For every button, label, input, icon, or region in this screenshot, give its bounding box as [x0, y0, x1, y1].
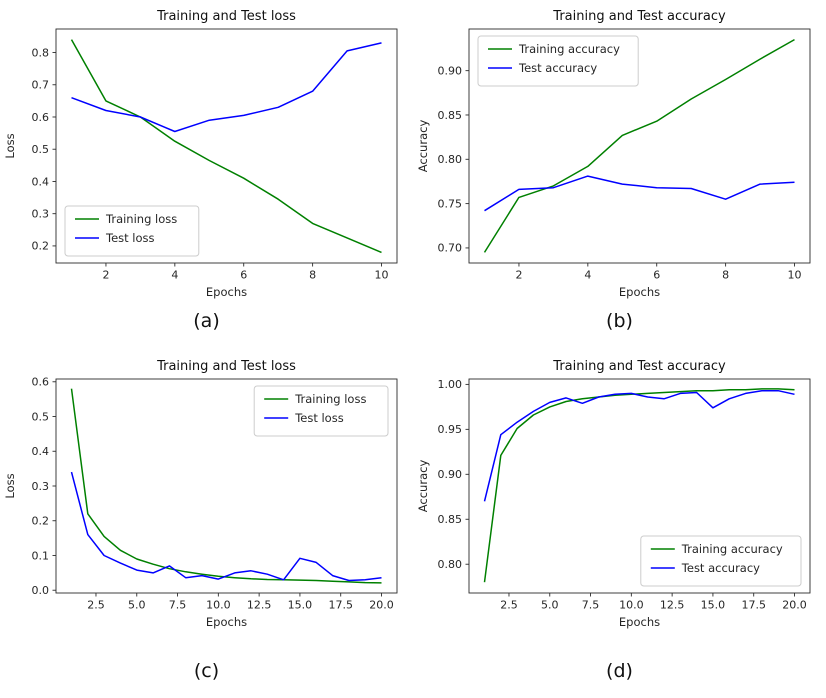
series-line-test — [484, 175, 795, 212]
x-tick-label: 2.5 — [500, 599, 518, 612]
chart-canvas-accuracy-20-epochs: 2.5 5.0 7.5 10.0 12.5 15.0 17.5 20.0 0.80 0.85 0.9… — [416, 359, 811, 629]
legend-label-training: Training accuracy — [681, 542, 783, 556]
y-tick-label: 0.3 — [32, 207, 50, 220]
y-tick-label: 0.0 — [32, 584, 50, 597]
x-tick-label: 8 — [309, 269, 316, 282]
y-tick-label: 0.1 — [32, 549, 50, 562]
legend-label-training: Training loss — [105, 212, 177, 226]
legend-label-test: Test loss — [105, 231, 155, 245]
legend-box — [640, 535, 802, 587]
x-tick-label: 17.5 — [741, 599, 766, 612]
y-tick-label: 0.80 — [438, 153, 463, 166]
series-line-training — [70, 388, 382, 584]
y-tick-label: 0.6 — [32, 111, 50, 124]
y-axis-label: Loss — [3, 133, 17, 158]
y-tick-label: 0.8 — [32, 46, 50, 59]
x-tick-label: 10 — [375, 269, 389, 282]
legend: Training loss Test loss — [64, 205, 200, 257]
y-tick-label: 0.4 — [32, 445, 50, 458]
x-tick-label: 17.5 — [328, 599, 353, 612]
subplot-a: 2 4 6 8 10 0.2 0.3 0.4 0.5 0.6 0.7 0.8 Training and … — [0, 2, 413, 342]
y-tick-label: 0.90 — [438, 64, 463, 77]
x-tick-label: 2.5 — [87, 599, 105, 612]
series-line-training — [483, 388, 795, 583]
series-line-test — [70, 471, 382, 582]
y-tick-label: 0.6 — [32, 376, 50, 389]
x-tick-label: 7.5 — [169, 599, 187, 612]
y-axis-label: Loss — [3, 473, 17, 498]
series-line-training — [483, 38, 795, 253]
x-tick-label: 6 — [653, 269, 660, 282]
subplot-caption-a: (a) — [193, 310, 220, 332]
series-line-test — [483, 389, 795, 502]
chart-title: Training and Test loss — [156, 9, 296, 24]
x-tick-label: 2 — [102, 269, 109, 282]
x-tick-label: 15.0 — [701, 599, 726, 612]
x-tick-label: 20.0 — [782, 599, 807, 612]
x-axis-label: Epochs — [619, 615, 660, 629]
x-tick-label: 10.0 — [206, 599, 231, 612]
y-tick-label: 0.3 — [32, 480, 50, 493]
y-tick-label: 0.90 — [438, 468, 463, 481]
legend-label-training: Training accuracy — [518, 42, 620, 56]
y-tick-label: 1.00 — [438, 378, 463, 391]
legend-label-test: Test accuracy — [518, 61, 597, 75]
y-tick-label: 0.7 — [32, 79, 50, 92]
x-tick-label: 20.0 — [369, 599, 394, 612]
x-axis-label: Epochs — [206, 285, 247, 299]
x-tick-label: 15.0 — [288, 599, 313, 612]
chart-title: Training and Test loss — [156, 359, 296, 374]
y-tick-label: 0.2 — [32, 515, 50, 528]
subplot-caption-d: (d) — [606, 660, 633, 682]
x-axis-label: Epochs — [619, 285, 660, 299]
series-line-training — [70, 39, 382, 254]
y-tick-label: 0.95 — [438, 423, 463, 436]
series-line-test — [71, 42, 382, 133]
x-tick-label: 5.0 — [541, 599, 559, 612]
x-tick-label: 4 — [584, 269, 591, 282]
x-tick-label: 10 — [788, 269, 802, 282]
x-tick-label: 12.5 — [660, 599, 685, 612]
legend: Training loss Test loss — [253, 385, 389, 437]
x-tick-label: 4 — [171, 269, 178, 282]
x-tick-label: 10.0 — [619, 599, 644, 612]
y-axis-label: Accuracy — [416, 120, 430, 173]
x-tick-label: 8 — [722, 269, 729, 282]
y-tick-label: 0.80 — [438, 558, 463, 571]
subplot-caption-b: (b) — [606, 310, 633, 332]
x-axis-label: Epochs — [206, 615, 247, 629]
x-tick-label: 12.5 — [247, 599, 272, 612]
chart-canvas-loss-10-epochs: 2 4 6 8 10 0.2 0.3 0.4 0.5 0.6 0.7 0.8 Training and … — [3, 9, 398, 299]
subplot-b: 2 4 6 8 10 0.70 0.75 0.80 0.85 0.90 Training and T… — [413, 2, 826, 342]
legend-label-training: Training loss — [294, 392, 366, 406]
y-tick-label: 0.4 — [32, 175, 50, 188]
x-tick-label: 5.0 — [128, 599, 146, 612]
legend-label-test: Test loss — [294, 411, 344, 425]
y-axis-label: Accuracy — [416, 460, 430, 513]
x-tick-label: 6 — [240, 269, 247, 282]
subplot-caption-c: (c) — [193, 660, 220, 682]
y-tick-label: 0.2 — [32, 240, 50, 253]
y-tick-label: 0.70 — [438, 242, 463, 255]
y-tick-label: 0.75 — [438, 197, 463, 210]
legend-box — [477, 35, 639, 87]
legend: Training accuracy Test accuracy — [477, 35, 639, 87]
y-tick-label: 0.85 — [438, 109, 463, 122]
subplot-c: 2.5 5.0 7.5 10.0 12.5 15.0 17.5 20.0 0.0 0.1 0.2 0.… — [0, 352, 413, 692]
x-tick-label: 7.5 — [582, 599, 600, 612]
subplot-d: 2.5 5.0 7.5 10.0 12.5 15.0 17.5 20.0 0.80 0.85 0.9… — [413, 352, 826, 692]
legend: Training accuracy Test accuracy — [640, 535, 802, 587]
y-tick-label: 0.5 — [32, 143, 50, 156]
y-tick-label: 0.85 — [438, 513, 463, 526]
chart-title: Training and Test accuracy — [552, 359, 726, 374]
legend-label-test: Test accuracy — [681, 561, 760, 575]
chart-canvas-accuracy-10-epochs: 2 4 6 8 10 0.70 0.75 0.80 0.85 0.90 Training and T… — [416, 9, 811, 299]
y-tick-label: 0.5 — [32, 410, 50, 423]
chart-canvas-loss-20-epochs: 2.5 5.0 7.5 10.0 12.5 15.0 17.5 20.0 0.0 0.1 0.2 0.… — [3, 359, 398, 629]
chart-title: Training and Test accuracy — [552, 9, 726, 24]
x-tick-label: 2 — [515, 269, 522, 282]
